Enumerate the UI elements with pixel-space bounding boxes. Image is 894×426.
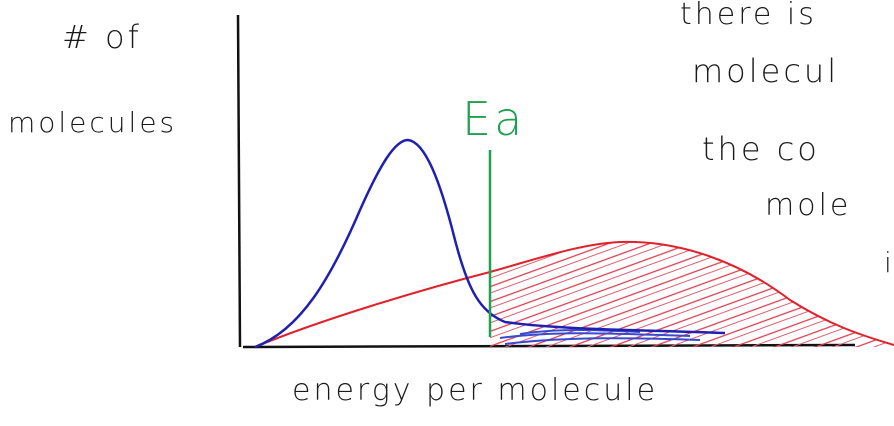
- x-axis-label: energy per molecule: [292, 373, 658, 408]
- diagram: # of molecules Ea energy per molecule th…: [0, 0, 894, 426]
- y-axis: [238, 15, 240, 347]
- note-line: i: [884, 246, 894, 279]
- hatched-area: [490, 230, 894, 347]
- note-line: mole: [765, 188, 851, 223]
- note-line: the co: [702, 130, 820, 168]
- ea-label: Ea: [462, 92, 525, 146]
- note-line: there is: [680, 0, 817, 32]
- y-axis-label: # of: [62, 18, 142, 56]
- y-axis-label: molecules: [8, 106, 177, 139]
- note-line: molecul: [692, 52, 839, 90]
